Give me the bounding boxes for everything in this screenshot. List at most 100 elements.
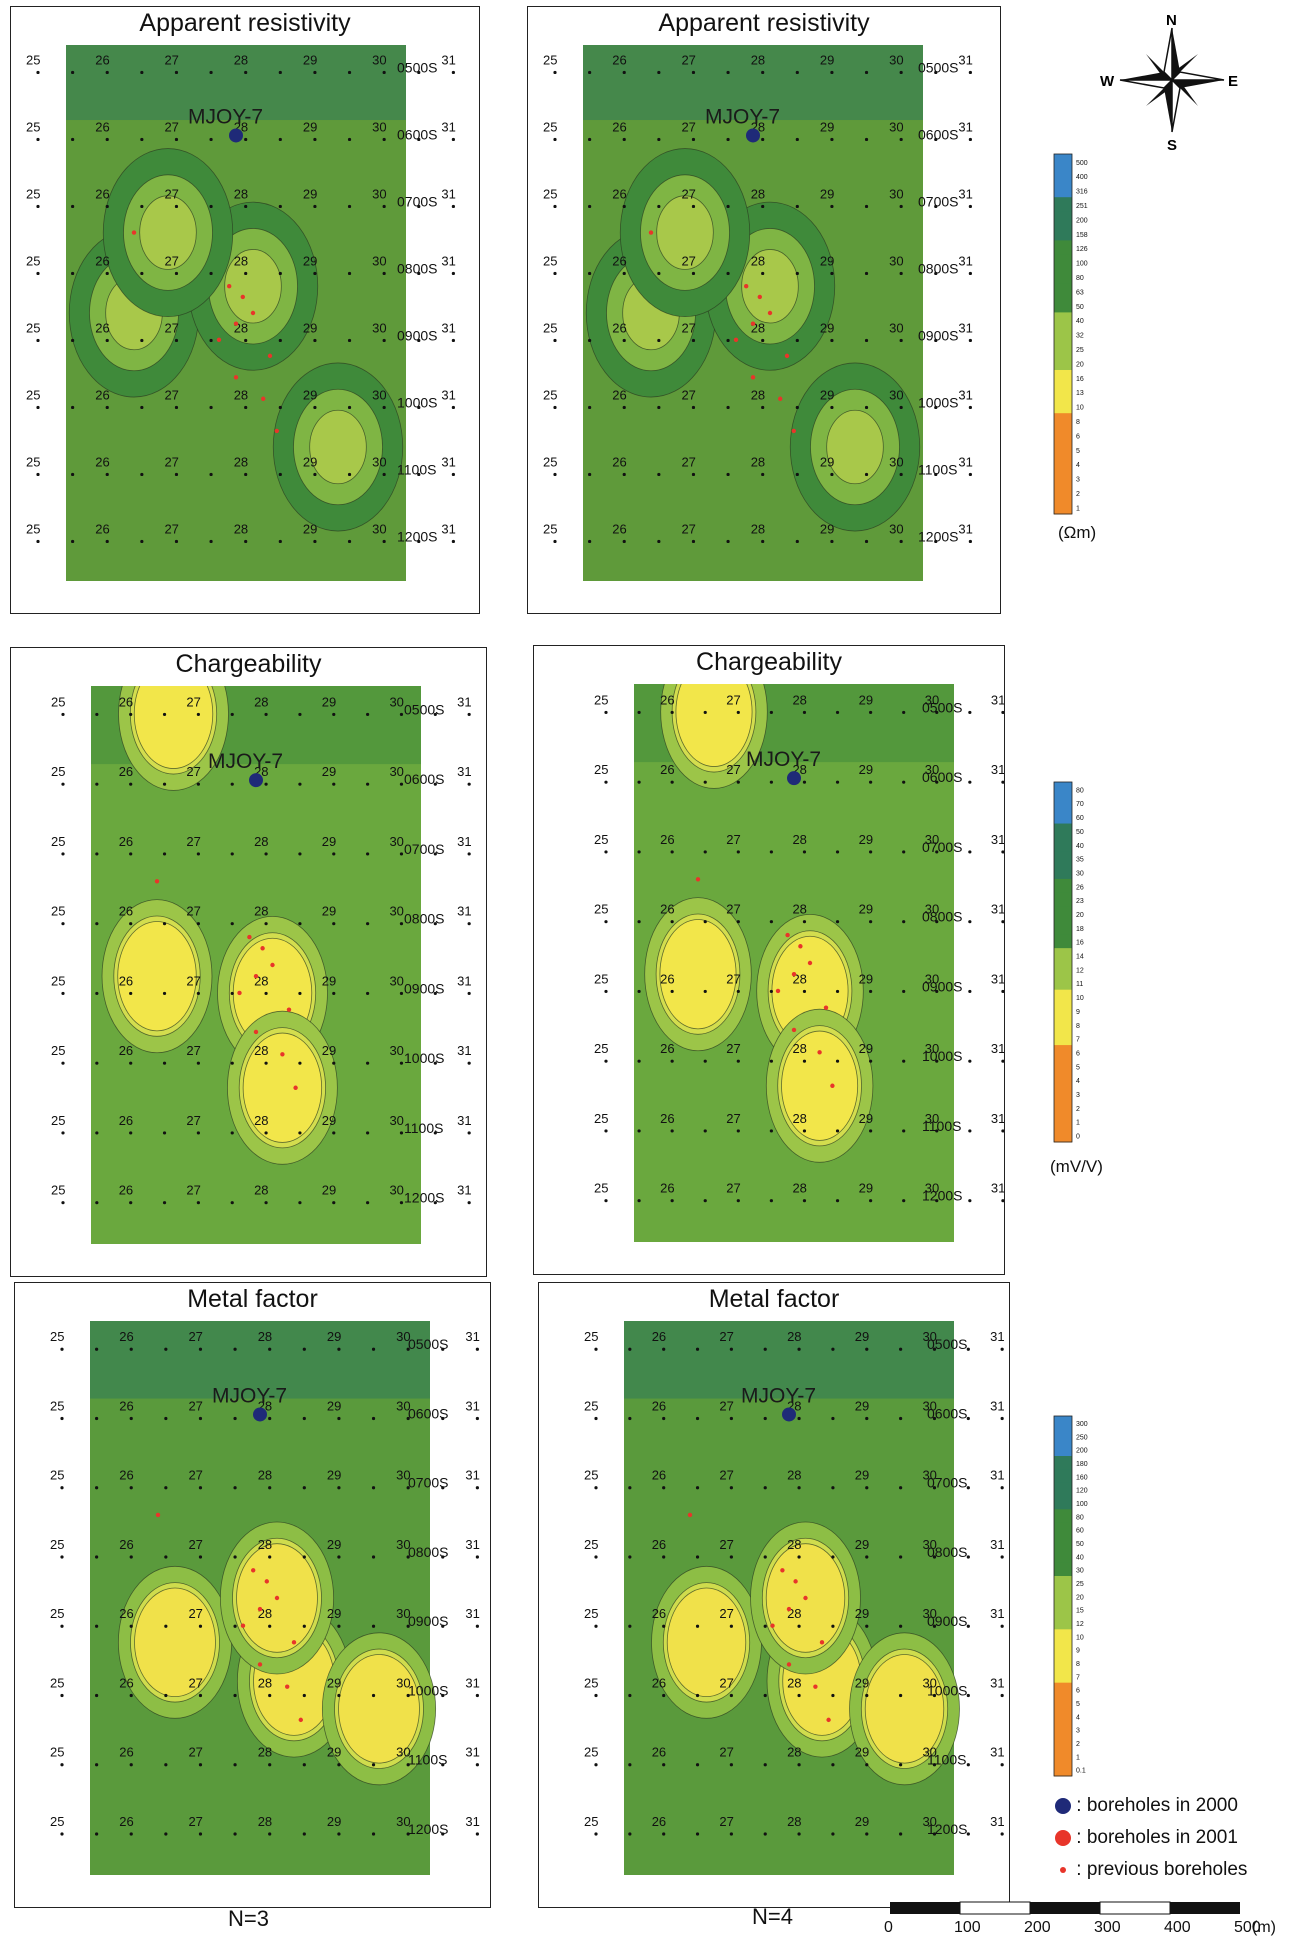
line-number-label: 25 (543, 253, 557, 268)
line-number-label: 26 (652, 1606, 666, 1621)
line-number-label: 31 (441, 186, 455, 201)
previous-borehole-marker (260, 946, 265, 951)
line-number-label: 30 (396, 1745, 410, 1760)
contour-zone (826, 409, 884, 485)
station-dot (451, 338, 455, 343)
colorbar-chargeability: 8070605040353026232018161412111098765432… (1053, 781, 1084, 1143)
station-dot (475, 1624, 479, 1628)
line-number-label: 28 (234, 186, 248, 201)
station-dot (802, 850, 807, 854)
station-dot (795, 271, 799, 276)
station-dot (1001, 920, 1004, 924)
colorbar-tick-label: 180 (1076, 1461, 1088, 1468)
station-dot (433, 1131, 437, 1135)
station-dot (337, 1555, 341, 1559)
station-dot (622, 204, 626, 209)
colorbar-segment (1054, 1072, 1072, 1088)
station-dot (129, 782, 133, 786)
station-dot (932, 1693, 937, 1698)
station-dot (830, 405, 834, 410)
station-dot (726, 405, 730, 410)
legend-label: : boreholes in 2001 (1076, 1827, 1238, 1848)
station-dot (264, 991, 268, 996)
line-number-label: 30 (925, 1111, 939, 1126)
station-dot (966, 1832, 970, 1836)
station-dot (198, 1416, 203, 1421)
station-dot (934, 70, 938, 75)
station-dot (670, 989, 674, 994)
station-dot (233, 1416, 237, 1421)
station-dot (105, 405, 109, 410)
station-dot (703, 1059, 707, 1063)
station-dot (934, 539, 938, 544)
line-number-label: 27 (164, 521, 178, 536)
line-number-label: 29 (303, 387, 317, 402)
line-number-label: 30 (372, 119, 386, 134)
line-number-label: 26 (660, 1111, 674, 1126)
station-dot (337, 1693, 341, 1698)
station-dot (899, 472, 903, 477)
line-number-label: 31 (958, 119, 972, 134)
station-dot (399, 1061, 404, 1065)
station-dot (637, 710, 641, 715)
colorbar-segment (1054, 1536, 1072, 1550)
line-number-label: 31 (457, 973, 471, 988)
station-dot (230, 1131, 234, 1135)
line-number-label: 30 (372, 521, 386, 536)
station-dot (695, 1416, 700, 1421)
station-dot (763, 1416, 767, 1421)
station-dot (761, 539, 765, 544)
station-dot (451, 70, 455, 75)
line-number-label: 29 (322, 694, 336, 709)
station-dot (769, 780, 773, 784)
station-dot (835, 710, 840, 715)
station-dot (769, 850, 773, 854)
station-dot (864, 70, 869, 75)
line-number-label: 31 (958, 387, 972, 402)
legend-marker-2001 (1055, 1829, 1071, 1846)
line-number-label: 25 (26, 253, 40, 268)
previous-borehole-marker (251, 1568, 256, 1573)
previous-borehole-marker (733, 337, 739, 342)
station-label: 1200S (922, 1188, 962, 1204)
line-number-label: 28 (751, 521, 765, 536)
station-dot (366, 1061, 370, 1065)
line-number-label: 30 (889, 253, 903, 268)
line-number-label: 25 (51, 1043, 65, 1058)
station-dot (441, 1624, 445, 1628)
line-number-label: 27 (164, 253, 178, 268)
line-number-label: 25 (50, 1814, 64, 1829)
colorbar-segment (1054, 1003, 1072, 1018)
station-dot (313, 137, 317, 142)
station-dot (968, 710, 972, 715)
station-dot (797, 1555, 801, 1559)
station-dot (140, 472, 144, 477)
station-dot (662, 1555, 666, 1559)
station-dot (831, 1347, 835, 1351)
station-dot (1001, 710, 1004, 715)
line-number-label: 27 (188, 1606, 202, 1621)
station-dot (1001, 989, 1004, 994)
colorbar-segment (1054, 485, 1072, 501)
station-dot (140, 539, 144, 544)
station-dot (209, 472, 213, 477)
station-dot (196, 782, 200, 786)
colorbar-segment (1054, 1128, 1072, 1143)
station-dot (268, 1555, 272, 1559)
borehole-2000-marker (253, 1407, 267, 1422)
station-dot (417, 539, 421, 544)
station-dot (264, 852, 268, 856)
contour-zone (864, 1654, 945, 1764)
colorbar-segment (1054, 934, 1072, 949)
station-dot (298, 712, 302, 717)
line-number-label: 25 (584, 1606, 598, 1621)
line-number-label: 30 (889, 387, 903, 402)
station-dot (726, 70, 730, 75)
station-dot (278, 137, 282, 142)
station-dot (61, 712, 65, 717)
station-dot (278, 271, 282, 276)
station-label: 1100S (408, 1752, 447, 1768)
line-number-label: 28 (254, 694, 268, 709)
line-number-label: 27 (188, 1537, 202, 1552)
station-dot (604, 1129, 608, 1133)
